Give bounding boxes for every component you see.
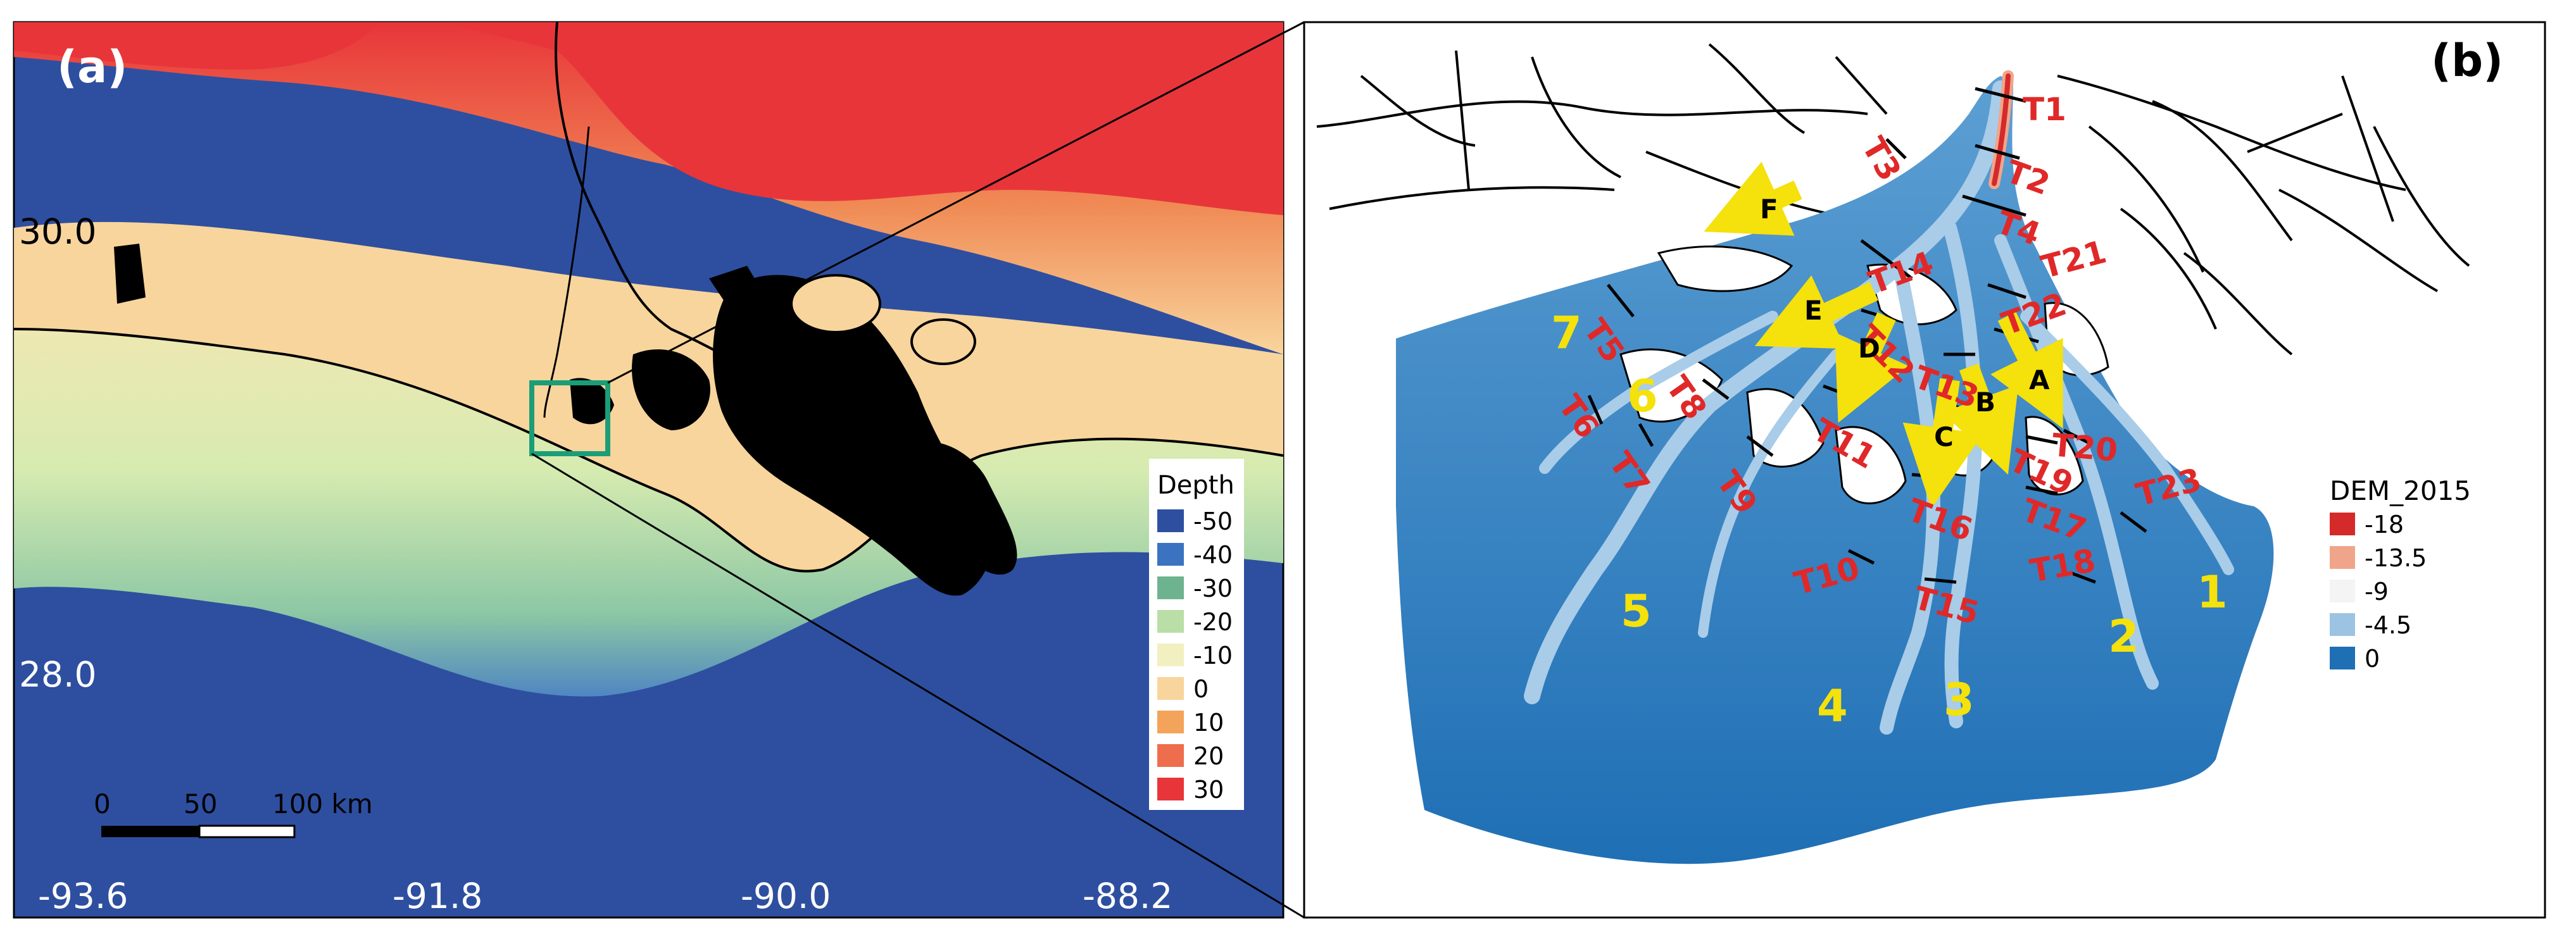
depth-legend-label: 20: [1193, 742, 1224, 770]
junction-label-e: E: [1804, 295, 1823, 326]
depth-legend-label: -20: [1193, 608, 1233, 636]
depth-legend-title: Depth: [1157, 471, 1235, 500]
dem-swatch: [2330, 647, 2355, 669]
outlet-label-5: 5: [1621, 585, 1652, 637]
dem-legend-title: DEM_2015: [2330, 475, 2471, 506]
zoom-extent-box: [529, 380, 610, 456]
dem-swatch: [2330, 513, 2355, 535]
atchafalaya-river: [543, 126, 590, 418]
lon-label-1: -93.6: [38, 876, 128, 916]
main-channel-deep: [1992, 73, 2011, 186]
transect-label-t1: T1: [2023, 91, 2066, 128]
panel-a-label: (a): [57, 41, 127, 93]
depth-legend-label: -40: [1193, 541, 1233, 569]
scale-label-100km: 100 km: [272, 788, 373, 819]
zoom-line-bottom: [531, 452, 1305, 919]
junction-labels: A BC D E F: [1760, 194, 2050, 452]
scale-label-0: 0: [94, 788, 111, 819]
transect-label-t20: T20: [2051, 426, 2119, 469]
depth-legend-label: -30: [1193, 575, 1233, 602]
dem-swatch: [2330, 546, 2355, 569]
scale-bar: 0 50 100 km: [94, 788, 373, 838]
depth-legend-label: 0: [1193, 675, 1209, 703]
depth-swatch: [1157, 778, 1184, 800]
lat-label-28: 28.0: [19, 654, 96, 695]
outlet-label-7: 7: [1551, 307, 1582, 359]
panel-b: (b) T1T2T3T4T5T6T7T8T9T10T11T12T13T14T15…: [1303, 21, 2546, 919]
junction-label-a: A: [2029, 364, 2050, 395]
dem-legend-label: 0: [2365, 645, 2380, 673]
junction-label-d: D: [1858, 333, 1880, 364]
red-upland: [443, 22, 1283, 215]
outlet-label-6: 6: [1627, 370, 1658, 422]
depth-legend: Depth -50 -40 -30 -20 -10 0 10 20 30: [1149, 459, 1244, 810]
lat-label-30: 30.0: [19, 211, 96, 252]
depth-legend-label: -50: [1193, 507, 1233, 535]
delta-water: [1396, 76, 2274, 864]
depth-swatch: [1157, 644, 1184, 666]
dem-legend: DEM_2015 -18 -13.5 -9 -4.5 0: [2330, 475, 2471, 673]
outlet-label-2: 2: [2108, 611, 2139, 663]
red-upland-west: [14, 22, 380, 70]
mississippi-river: [555, 22, 951, 576]
dem-legend-label: -13.5: [2365, 544, 2427, 572]
lake-borgne: [910, 318, 976, 365]
zoom-line-top: [607, 21, 1305, 384]
junction-label-f: F: [1760, 194, 1778, 225]
depth-swatch: [1157, 744, 1184, 767]
depth-swatch: [1157, 677, 1184, 700]
dem-swatch: [2330, 580, 2355, 602]
coastline: [13, 328, 1284, 573]
lon-label-3: -90.0: [741, 876, 831, 916]
panel-a: (a) 30.0 28.0 -93.6 -91.8 -90.0 -88.2 0 …: [13, 21, 1285, 919]
continental-shelf: [14, 285, 1283, 697]
depth-swatch: [1157, 543, 1184, 566]
dem-swatch: [2330, 613, 2355, 636]
panel-b-label: (b): [2431, 35, 2503, 87]
depth-legend-label: 10: [1193, 709, 1224, 737]
junction-label-c: C: [1934, 421, 1954, 452]
depth-swatch: [1157, 711, 1184, 733]
depth-legend-label: 30: [1193, 776, 1224, 804]
lake-pontchartrain: [790, 274, 881, 333]
flow-arrows: [1704, 161, 2063, 509]
scale-label-50: 50: [184, 788, 217, 819]
outlet-label-3: 3: [1944, 674, 1975, 726]
junction-label-b: B: [1975, 387, 1995, 418]
outlet-label-1: 1: [2197, 566, 2228, 618]
lon-label-4: -88.2: [1083, 876, 1172, 916]
depth-swatch: [1157, 509, 1184, 532]
dem-legend-label: -18: [2365, 511, 2404, 538]
depth-swatch: [1157, 610, 1184, 633]
outlet-labels: 1 2 3 4 5 67: [1551, 307, 2228, 732]
outlet-label-4: 4: [1817, 680, 1848, 732]
depth-swatch: [1157, 576, 1184, 599]
dem-legend-label: -4.5: [2365, 611, 2411, 639]
lon-label-2: -91.8: [393, 876, 482, 916]
dem-legend-label: -9: [2365, 578, 2389, 606]
depth-legend-label: -10: [1193, 642, 1233, 669]
